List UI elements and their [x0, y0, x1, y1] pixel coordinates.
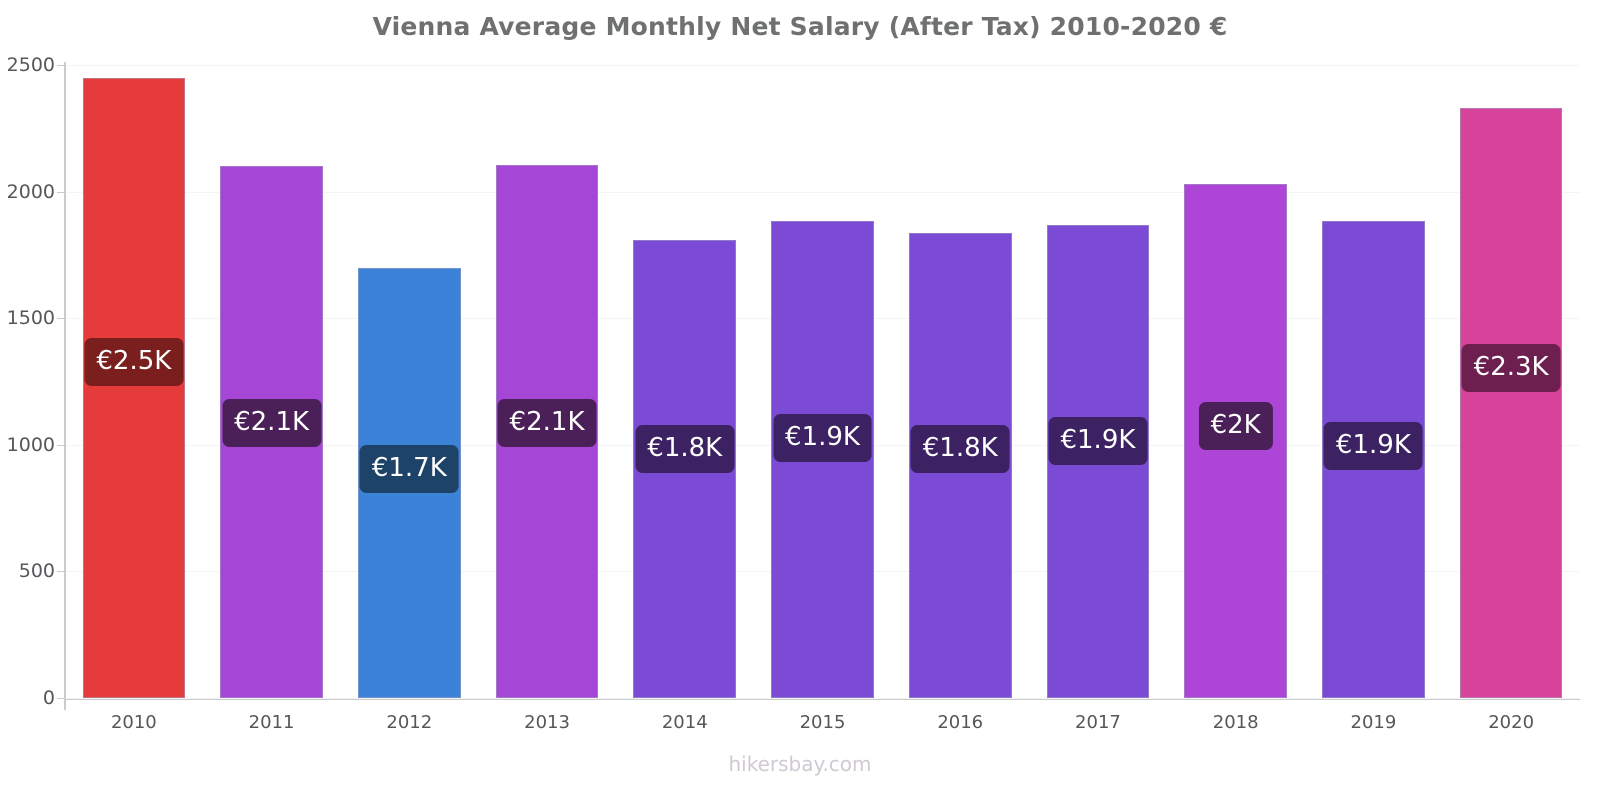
bar-value-label-2013: €2.1K — [497, 399, 597, 448]
plot-area: €2.5K €2.1K €1.7K €2.1K €1.8K €1.9K €1.8K €1.9K… — [65, 65, 1580, 699]
y-axis-tick-label: 2500 — [6, 54, 55, 76]
bar-value-label-2010: €2.5K — [84, 338, 184, 387]
x-axis-tick-label-2017: 2017 — [1075, 712, 1121, 733]
x-axis-tick-label-2016: 2016 — [937, 712, 984, 733]
bar-value-label-2014: €1.8K — [635, 424, 735, 473]
bar-value-label-2016: €1.8K — [910, 424, 1010, 473]
bar-value-label-2018: €2K — [1198, 401, 1273, 450]
bar-value-label-2015: €1.9K — [773, 414, 872, 463]
gridline — [65, 65, 1580, 66]
gridline — [65, 698, 1580, 699]
footer-credit: hikersbay.com — [728, 752, 872, 776]
x-axis-tick-label-2018: 2018 — [1212, 712, 1259, 733]
bar-value-label-2011: €2.1K — [222, 399, 322, 448]
y-axis-tick-label: 0 — [42, 687, 55, 709]
bar-2020[interactable] — [1459, 108, 1563, 698]
x-axis-line — [65, 698, 1580, 700]
x-axis-tick-label-2013: 2013 — [524, 712, 570, 733]
y-axis-line — [64, 62, 66, 710]
y-axis-tick-label: 1500 — [6, 307, 55, 330]
bar-value-label-2019: €1.9K — [1323, 422, 1423, 470]
x-axis-tick-label-2020: 2020 — [1488, 712, 1535, 733]
bar-value-label-2017: €1.9K — [1048, 416, 1148, 465]
bar-value-label-2012: €1.7K — [359, 444, 459, 493]
x-axis-tick-label-2014: 2014 — [661, 712, 708, 733]
y-axis-tick-label: 2000 — [6, 180, 55, 203]
bar-value-label-2020: €2.3K — [1461, 343, 1561, 392]
y-axis-tick-label: 500 — [18, 560, 55, 583]
x-axis-tick-label-2011: 2011 — [248, 712, 295, 733]
x-axis-tick-label-2015: 2015 — [799, 712, 846, 733]
x-axis-tick-label-2019: 2019 — [1350, 712, 1397, 733]
x-axis-tick-label-2012: 2012 — [386, 712, 433, 733]
bar-2010[interactable] — [82, 77, 186, 698]
y-axis-tick-label: 1000 — [6, 433, 55, 456]
gridline — [65, 191, 1580, 193]
page-title: Vienna Average Monthly Net Salary (After… — [372, 12, 1228, 41]
x-axis-tick-label-2010: 2010 — [110, 712, 157, 733]
